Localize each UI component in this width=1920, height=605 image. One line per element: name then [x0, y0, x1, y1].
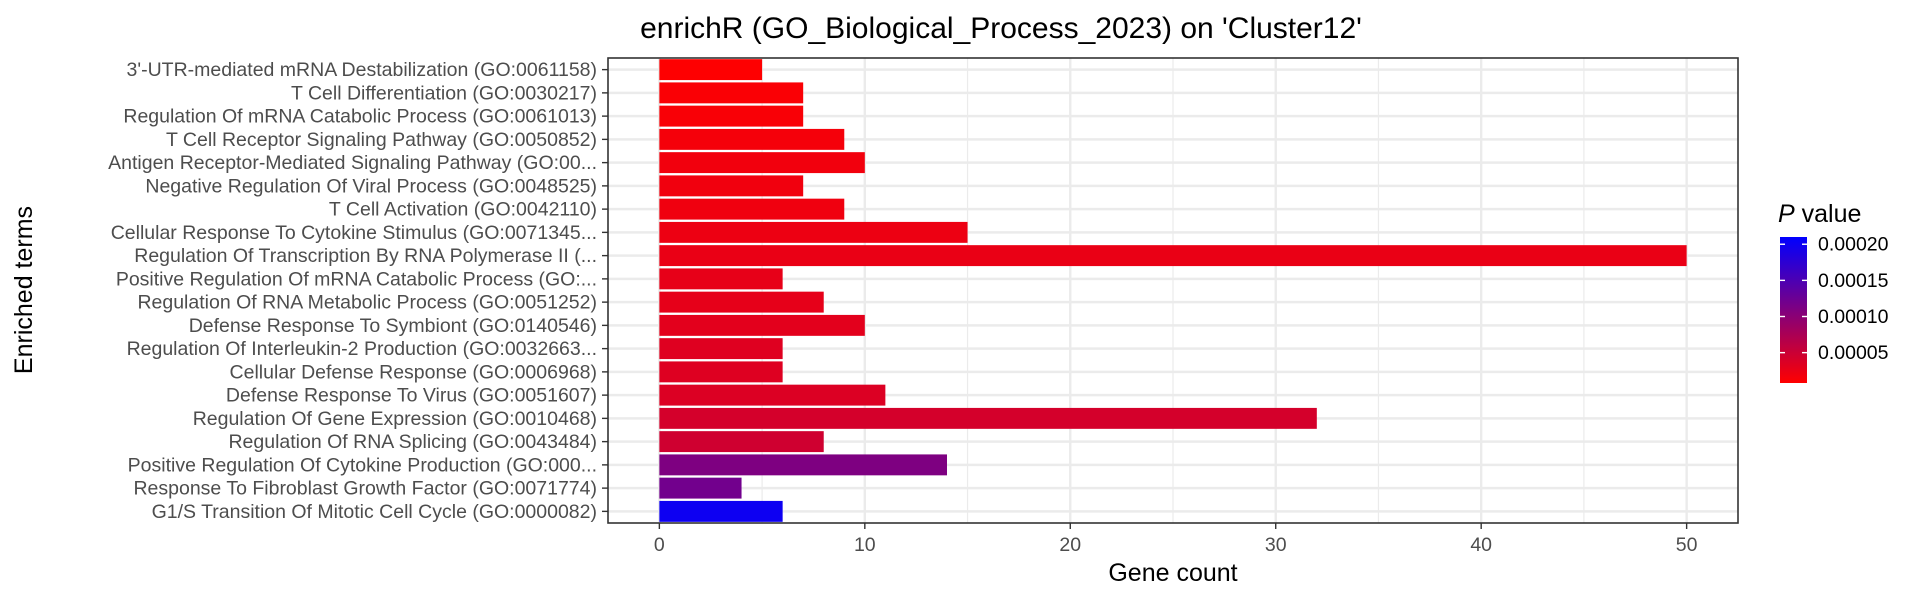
bar [659, 175, 804, 197]
legend-title-italic: P [1778, 200, 1795, 228]
y-tick-label: Response To Fibroblast Growth Factor (GO… [133, 478, 597, 500]
x-tick-label: 50 [1676, 534, 1698, 556]
bars [659, 59, 1687, 522]
y-tick-label: Regulation Of RNA Splicing (GO:0043484) [228, 431, 597, 453]
legend-tick-label: 0.00020 [1818, 234, 1889, 256]
bar [659, 268, 783, 290]
legend-tick-label: 0.00010 [1818, 306, 1889, 328]
bar [659, 198, 845, 220]
bar [659, 291, 824, 313]
y-tick-label: Regulation Of Transcription By RNA Polym… [134, 245, 597, 267]
legend-tick-label: 0.00005 [1818, 342, 1889, 364]
bar [659, 500, 783, 522]
x-tick-label: 0 [654, 534, 665, 556]
y-tick-label: Positive Regulation Of mRNA Catabolic Pr… [116, 268, 597, 290]
y-tick-label: Negative Regulation Of Viral Process (GO… [145, 175, 597, 197]
x-tick-label: 20 [1059, 534, 1081, 556]
legend-title-rest: value [1795, 200, 1862, 228]
y-tick-label: Cellular Defense Response (GO:0006968) [230, 361, 597, 383]
y-tick-label: T Cell Activation (GO:0042110) [329, 199, 597, 221]
y-tick-label: Defense Response To Symbiont (GO:0140546… [189, 315, 597, 337]
bar [659, 314, 865, 336]
legend: P value 0.00020 0.00015 0.00010 0.00005 [1778, 200, 1889, 383]
x-tick-label: 40 [1470, 534, 1492, 556]
bar [659, 384, 886, 406]
x-axis-label: Gene count [1108, 559, 1237, 587]
legend-colorbar [1780, 237, 1807, 383]
chart-title: enrichR (GO_Biological_Process_2023) on … [640, 12, 1362, 45]
bar [659, 128, 845, 150]
bar [659, 59, 763, 81]
legend-ticks: 0.00020 0.00015 0.00010 0.00005 [1780, 234, 1889, 364]
bar [659, 454, 947, 476]
y-tick-label: G1/S Transition Of Mitotic Cell Cycle (G… [152, 501, 597, 523]
bar [659, 477, 742, 499]
y-tick-label: T Cell Differentiation (GO:0030217) [291, 82, 597, 104]
y-tick-label: Regulation Of mRNA Catabolic Process (GO… [123, 106, 597, 128]
bar [659, 407, 1317, 429]
bar [659, 82, 804, 104]
y-tick-label: 3'-UTR-mediated mRNA Destabilization (GO… [127, 59, 597, 81]
x-tick-label: 10 [854, 534, 876, 556]
y-tick-label: Regulation Of RNA Metabolic Process (GO:… [137, 292, 597, 314]
y-tick-label: Regulation Of Gene Expression (GO:001046… [193, 408, 597, 430]
bar [659, 105, 804, 127]
y-tick-label: Antigen Receptor-Mediated Signaling Path… [108, 152, 597, 174]
y-axis-label: Enriched terms [10, 206, 38, 374]
plot-border [607, 57, 1739, 524]
y-tick-label: Defense Response To Virus (GO:0051607) [226, 385, 597, 407]
bar [659, 361, 783, 383]
bar [659, 152, 865, 174]
bar [659, 338, 783, 360]
x-tick-label: 30 [1265, 534, 1287, 556]
y-tick-labels: 3'-UTR-mediated mRNA Destabilization (GO… [108, 59, 608, 523]
bar [659, 431, 824, 453]
y-tick-label: T Cell Receptor Signaling Pathway (GO:00… [166, 129, 597, 151]
y-tick-label: Cellular Response To Cytokine Stimulus (… [111, 222, 597, 244]
bar [659, 245, 1687, 267]
bar [659, 221, 968, 243]
y-tick-label: Positive Regulation Of Cytokine Producti… [128, 454, 597, 476]
x-tick-labels: 0 10 20 30 40 50 [654, 523, 1698, 556]
legend-tick-label: 0.00015 [1818, 270, 1889, 292]
y-tick-label: Regulation Of Interleukin-2 Production (… [127, 338, 597, 360]
legend-title: P value [1778, 200, 1861, 228]
